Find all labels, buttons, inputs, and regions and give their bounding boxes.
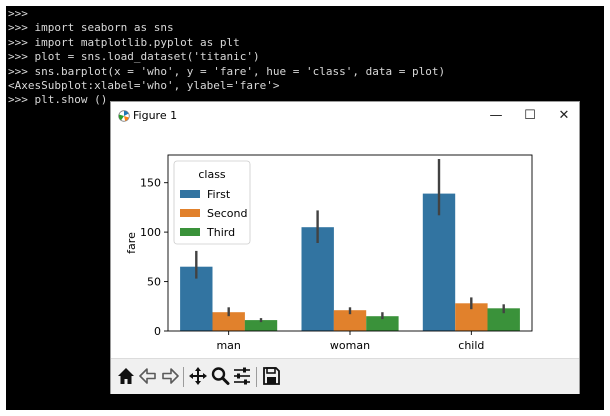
console-line: >>> import matplotlib.pyplot as plt	[8, 35, 240, 49]
bar-third-man	[244, 320, 278, 331]
close-button[interactable]: ✕	[558, 108, 570, 123]
toolbar-separator	[183, 367, 184, 387]
x-tick-label: child	[458, 339, 484, 352]
legend-swatch-first	[180, 190, 200, 198]
bar-chart: 0 50 100 150 man woman child fare class First…	[125, 154, 533, 352]
save-icon[interactable]	[261, 365, 281, 387]
console-line: >>> import seaborn as sns	[8, 21, 174, 35]
figure-titlebar[interactable]: Figure 1 — ☐ ✕	[111, 102, 579, 130]
matplotlib-logo-icon	[118, 110, 130, 122]
legend: class First Second Third	[173, 160, 251, 245]
console-line: >>>	[8, 7, 28, 20]
legend-label-first: First	[207, 188, 231, 201]
toolbar-separator	[256, 367, 257, 387]
forward-arrow-icon[interactable]	[160, 365, 180, 387]
bar-first-child	[422, 193, 456, 331]
configure-subplots-icon[interactable]	[232, 365, 252, 387]
legend-box	[173, 160, 251, 245]
bar-second-woman	[333, 310, 367, 331]
y-tick-label: 100	[140, 226, 161, 239]
zoom-icon[interactable]	[210, 365, 230, 387]
pan-icon[interactable]	[188, 365, 208, 387]
y-axis-label: fare	[125, 232, 138, 254]
legend-label-second: Second	[207, 207, 247, 220]
legend-title: class	[198, 168, 226, 181]
maximize-button[interactable]: ☐	[524, 108, 536, 123]
navigation-toolbar	[111, 358, 579, 394]
minimize-button[interactable]: —	[489, 108, 503, 123]
console-output: >>> >>> import seaborn as sns >>> import m…	[8, 7, 445, 108]
plot-canvas[interactable]: 0 50 100 150 man woman child fare class First…	[111, 130, 579, 356]
bar-first-woman	[301, 227, 334, 331]
x-tick-label: man	[216, 339, 240, 352]
console-line: >>> plt.show ()	[8, 93, 108, 107]
legend-label-third: Third	[206, 226, 235, 239]
back-arrow-icon[interactable]	[138, 365, 158, 387]
y-tick-label: 50	[147, 276, 161, 289]
x-tick-label: woman	[330, 339, 370, 352]
console-line: >>> plot = sns.load_dataset('titanic')	[8, 50, 260, 64]
console-line: <AxesSubplot:xlabel='who', ylabel='fare'…	[8, 78, 280, 92]
bar-third-child	[487, 308, 520, 331]
home-icon[interactable]	[116, 365, 136, 387]
figure-title: Figure 1	[133, 109, 178, 122]
legend-swatch-second	[180, 209, 200, 217]
y-tick-label: 150	[140, 177, 161, 190]
y-tick-label: 0	[154, 325, 161, 338]
legend-swatch-third	[180, 228, 200, 236]
bar-third-woman	[366, 316, 399, 331]
bar-second-man	[212, 312, 245, 331]
figure-window[interactable]: Figure 1 — ☐ ✕ 0 50 100 150 man woman child f…	[110, 101, 580, 394]
console-line: >>> sns.barplot(x = 'who', y = 'fare', h…	[8, 64, 446, 78]
